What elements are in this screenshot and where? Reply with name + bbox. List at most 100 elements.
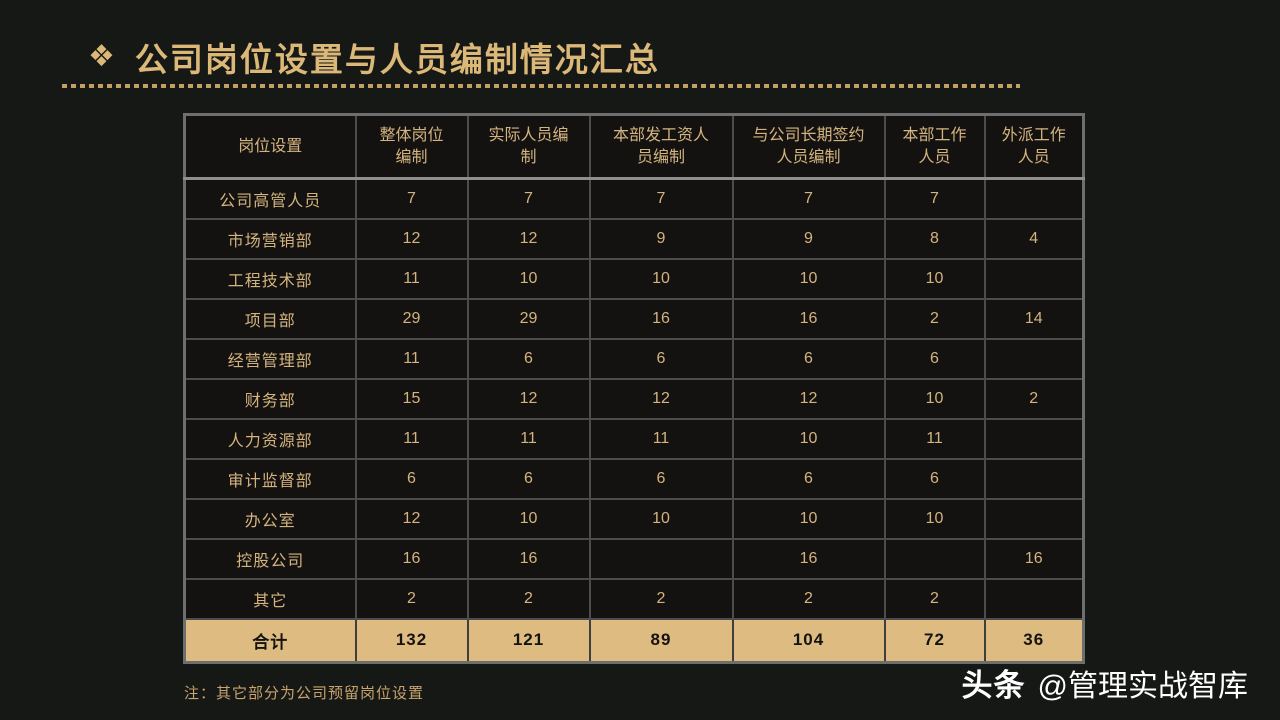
cell-value: 6 bbox=[466, 457, 591, 500]
cell-value: 9 bbox=[731, 217, 886, 260]
cell-value: 16 bbox=[588, 297, 734, 340]
cell-value bbox=[983, 257, 1085, 300]
cell-value: 6 bbox=[354, 457, 469, 500]
cell-value: 10 bbox=[883, 377, 986, 420]
cell-value: 10 bbox=[883, 497, 986, 540]
cell-value: 12 bbox=[731, 377, 886, 420]
cell-value: 2 bbox=[883, 577, 986, 620]
cell-value: 10 bbox=[588, 497, 734, 540]
cell-value: 6 bbox=[731, 457, 886, 500]
cell-value: 10 bbox=[466, 257, 591, 300]
cell-value: 6 bbox=[588, 457, 734, 500]
cell-value: 7 bbox=[883, 177, 986, 220]
table-row: 项目部 29 29 16 16 2 14 bbox=[183, 297, 1085, 340]
table-row: 财务部 15 12 12 12 10 2 bbox=[183, 377, 1085, 420]
cell-value: 2 bbox=[883, 297, 986, 340]
cell-value: 2 bbox=[466, 577, 591, 620]
cell-value: 16 bbox=[354, 537, 469, 580]
total-row: 合计 132 121 89 104 72 36 bbox=[183, 617, 1085, 664]
cell-value: 10 bbox=[731, 417, 886, 460]
cell-value: 6 bbox=[466, 337, 591, 380]
cell-value bbox=[983, 577, 1085, 620]
row-label: 人力资源部 bbox=[183, 417, 357, 460]
table-row: 工程技术部 11 10 10 10 10 bbox=[183, 257, 1085, 300]
cell-value: 11 bbox=[588, 417, 734, 460]
cell-value: 10 bbox=[883, 257, 986, 300]
column-header: 本部发工资人 员编制 bbox=[588, 113, 734, 180]
cell-value: 12 bbox=[466, 377, 591, 420]
cell-value: 10 bbox=[731, 257, 886, 300]
cell-value: 2 bbox=[731, 577, 886, 620]
row-label: 市场营销部 bbox=[183, 217, 357, 260]
cell-value: 29 bbox=[466, 297, 591, 340]
row-label: 财务部 bbox=[183, 377, 357, 420]
header-row: 岗位设置 整体岗位 编制 实际人员编 制本部发工资人 员编制 与公司长期签约 人员编制… bbox=[183, 113, 1085, 180]
cell-value: 2 bbox=[588, 577, 734, 620]
cell-value: 6 bbox=[588, 337, 734, 380]
cell-value: 6 bbox=[731, 337, 886, 380]
cell-value: 6 bbox=[883, 337, 986, 380]
table-row: 办公室 12 10 10 10 10 bbox=[183, 497, 1085, 540]
row-label: 经营管理部 bbox=[183, 337, 357, 380]
column-header: 实际人员编 制 bbox=[466, 113, 591, 180]
cell-value: 2 bbox=[354, 577, 469, 620]
cell-value: 16 bbox=[466, 537, 591, 580]
total-value: 89 bbox=[588, 617, 734, 664]
cell-value: 10 bbox=[466, 497, 591, 540]
column-header: 岗位设置 bbox=[183, 113, 357, 180]
cell-value: 11 bbox=[354, 337, 469, 380]
slide-header: ❖ 公司岗位设置与人员编制情况汇总 bbox=[88, 33, 660, 81]
row-label: 公司高管人员 bbox=[183, 177, 357, 220]
watermark-handle: @管理实战智库 bbox=[1037, 670, 1248, 703]
total-value: 132 bbox=[354, 617, 469, 664]
column-header: 本部工作 人员 bbox=[883, 113, 986, 180]
cell-value: 15 bbox=[354, 377, 469, 420]
row-label: 项目部 bbox=[183, 297, 357, 340]
table-body: 公司高管人员 7 7 7 7 7 市场营销部 12 12 9 9 8 4 工程技术部 11 10 10 10 10 项… bbox=[183, 177, 1085, 664]
cell-value: 4 bbox=[983, 217, 1085, 260]
table-row: 审计监督部 6 6 6 6 6 bbox=[183, 457, 1085, 500]
cell-value: 2 bbox=[983, 377, 1085, 420]
table-row: 市场营销部 12 12 9 9 8 4 bbox=[183, 217, 1085, 260]
cell-value bbox=[588, 537, 734, 580]
cell-value: 8 bbox=[883, 217, 986, 260]
diamond-bullet-icon: ❖ bbox=[88, 40, 115, 73]
cell-value: 10 bbox=[588, 257, 734, 300]
row-label: 其它 bbox=[183, 577, 357, 620]
column-header: 外派工作 人员 bbox=[983, 113, 1085, 180]
column-header: 与公司长期签约 人员编制 bbox=[731, 113, 886, 180]
cell-value bbox=[983, 177, 1085, 220]
cell-value: 7 bbox=[466, 177, 591, 220]
footnote: 注：其它部分为公司预留岗位设置 bbox=[184, 685, 425, 702]
cell-value bbox=[983, 417, 1085, 460]
cell-value: 7 bbox=[354, 177, 469, 220]
total-label: 合计 bbox=[183, 617, 357, 664]
total-value: 36 bbox=[983, 617, 1085, 664]
cell-value: 16 bbox=[731, 537, 886, 580]
cell-value: 7 bbox=[588, 177, 734, 220]
cell-value: 10 bbox=[731, 497, 886, 540]
column-header: 整体岗位 编制 bbox=[354, 113, 469, 180]
table-row: 人力资源部 11 11 11 10 11 bbox=[183, 417, 1085, 460]
table-row: 控股公司 16 16 16 16 bbox=[183, 537, 1085, 580]
row-label: 办公室 bbox=[183, 497, 357, 540]
total-value: 104 bbox=[731, 617, 886, 664]
row-label: 工程技术部 bbox=[183, 257, 357, 300]
cell-value: 6 bbox=[883, 457, 986, 500]
row-label: 控股公司 bbox=[183, 537, 357, 580]
cell-value: 11 bbox=[354, 257, 469, 300]
cell-value bbox=[983, 337, 1085, 380]
cell-value: 16 bbox=[731, 297, 886, 340]
cell-value: 16 bbox=[983, 537, 1085, 580]
title-underline-dashed bbox=[62, 84, 1020, 88]
cell-value: 12 bbox=[354, 217, 469, 260]
page-title: 公司岗位设置与人员编制情况汇总 bbox=[134, 41, 660, 78]
cell-value: 11 bbox=[354, 417, 469, 460]
cell-value: 12 bbox=[354, 497, 469, 540]
cell-value: 11 bbox=[466, 417, 591, 460]
cell-value: 12 bbox=[588, 377, 734, 420]
table-row: 经营管理部 11 6 6 6 6 bbox=[183, 337, 1085, 380]
total-value: 72 bbox=[883, 617, 986, 664]
total-value: 121 bbox=[466, 617, 591, 664]
